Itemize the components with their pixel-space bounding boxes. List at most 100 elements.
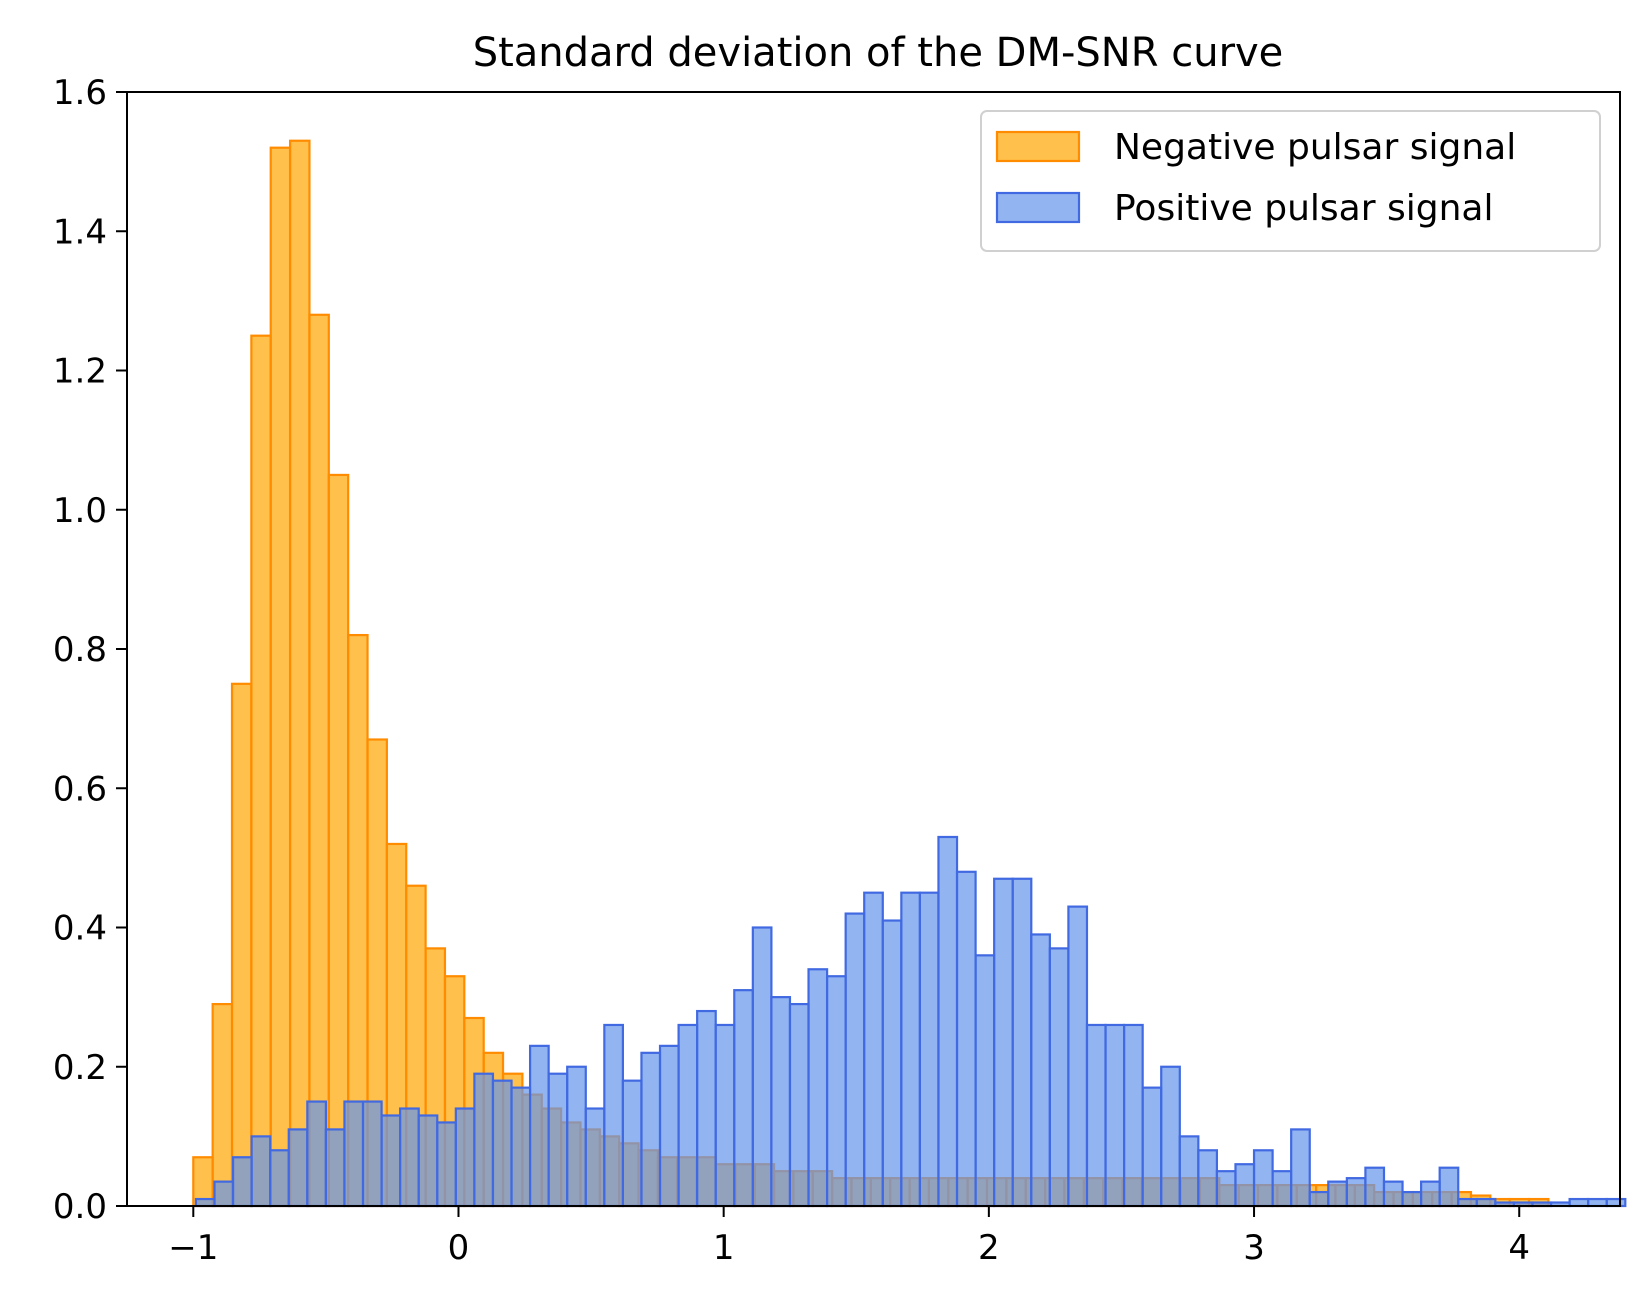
histogram-bar (250, 1135, 272, 1208)
histogram-bar (361, 1100, 383, 1208)
x-tick-label: 0 (448, 1228, 470, 1268)
histogram-bar (955, 870, 977, 1208)
histogram-bar (807, 968, 829, 1208)
histogram-bar (510, 1086, 532, 1208)
x-tick-label: −1 (168, 1228, 218, 1268)
histogram-bar (454, 1107, 476, 1208)
y-tick-label: 1.0 (53, 491, 107, 531)
histogram-bar (250, 334, 272, 1208)
x-tick-label: 2 (978, 1228, 1000, 1268)
histogram-bar (825, 975, 847, 1208)
histogram-bar (566, 1065, 587, 1208)
histogram-bar (230, 682, 253, 1208)
histogram-bar (1587, 1197, 1608, 1208)
histogram-bar (1085, 1023, 1107, 1208)
x-tick-label: 1 (713, 1228, 735, 1268)
histogram-bar (1197, 1149, 1219, 1208)
y-tick-label: 0.0 (53, 1187, 107, 1227)
histogram-bar (1605, 1197, 1627, 1208)
histogram-bar (918, 891, 940, 1208)
histogram-bar (993, 877, 1014, 1208)
histogram-bar (269, 146, 292, 1208)
histogram-bar (733, 989, 754, 1208)
histogram-bar (308, 313, 330, 1208)
axes-layer: −1 0 1 2 3 4 0.0 0.2 0.4 0.6 0.8 1.0 1.2 1.4 1.6 (53, 73, 1621, 1268)
histogram-bar (269, 1149, 290, 1208)
histogram-bar (658, 1044, 680, 1208)
legend-swatch-positive (995, 191, 1081, 224)
histogram-bar (1568, 1197, 1590, 1208)
histogram-bar (770, 996, 792, 1208)
y-tick-label: 0.8 (53, 630, 107, 670)
histogram-bar (491, 1079, 513, 1208)
histogram-bar (1178, 1135, 1200, 1208)
y-tick-label: 0.4 (53, 909, 107, 949)
histogram-bar (696, 1009, 717, 1208)
y-tick-label: 1.6 (53, 73, 107, 113)
histogram-bar (1234, 1163, 1256, 1208)
legend-label-positive: Positive pulsar signal (1114, 188, 1493, 229)
histogram-bar (306, 1100, 327, 1208)
histogram-bar (788, 1002, 810, 1208)
histogram-bar (640, 1051, 662, 1208)
histogram-bar (937, 835, 959, 1208)
histogram-bar (380, 1114, 402, 1208)
histogram-bar (1420, 1180, 1441, 1208)
x-tick-label: 3 (1243, 1228, 1265, 1268)
chart-title: Standard deviation of the DM-SNR curve (473, 30, 1284, 76)
histogram-bar (714, 1023, 736, 1208)
histogram-bar (1215, 1170, 1237, 1208)
series-positive-bars (194, 835, 1627, 1208)
x-tick-label: 4 (1508, 1228, 1530, 1268)
histogram-bar (844, 912, 866, 1208)
histogram-bar (1364, 1166, 1386, 1208)
legend: Negative pulsar signal Positive pulsar si… (980, 110, 1601, 252)
histogram-bar (547, 1072, 569, 1208)
histogram-bar (974, 954, 996, 1208)
histogram-bar (417, 1114, 439, 1208)
histogram-bar (194, 1197, 216, 1208)
histogram-bar (1290, 1128, 1311, 1208)
histogram-bar (881, 919, 903, 1208)
histogram-bar (621, 1079, 643, 1208)
histogram-bar (231, 1156, 253, 1208)
histogram-bar (211, 1002, 234, 1208)
histogram-bar (473, 1072, 495, 1208)
histogram-bar (900, 891, 922, 1208)
histogram-bar (677, 1023, 699, 1208)
histogram-bar (1104, 1023, 1126, 1208)
histogram-bar (751, 926, 773, 1208)
histogram-bar (327, 473, 350, 1208)
histogram-bar (603, 1023, 625, 1208)
histogram-bar (1475, 1197, 1497, 1208)
histogram-bar (1382, 1180, 1404, 1208)
histogram-bar (343, 1100, 365, 1208)
legend-label-negative: Negative pulsar signal (1114, 127, 1516, 168)
histogram-bar (584, 1107, 606, 1208)
histogram-bar (436, 1121, 457, 1208)
legend-box (980, 110, 1601, 252)
y-tick-label: 1.4 (53, 212, 107, 252)
histogram-bar (1067, 905, 1089, 1208)
histogram-bar (1345, 1177, 1367, 1208)
histogram-bar (1271, 1170, 1293, 1208)
histogram-bar (1122, 1023, 1144, 1208)
histogram-bar (1401, 1190, 1423, 1208)
y-tick-label: 1.2 (53, 352, 107, 392)
histogram-bar (1308, 1190, 1330, 1208)
histogram-bar (1457, 1197, 1478, 1208)
histogram-bar (1048, 947, 1070, 1208)
histogram-bar (1160, 1065, 1181, 1208)
histogram-bar (324, 1128, 346, 1208)
y-tick-label: 0.2 (53, 1048, 107, 1088)
histogram-bar (863, 891, 884, 1208)
histogram-bar (528, 1044, 550, 1208)
histogram-bar (288, 139, 311, 1208)
histogram-bar (1252, 1149, 1274, 1208)
histogram-bar (1011, 877, 1033, 1208)
histogram-bar (1438, 1166, 1460, 1208)
histogram-bar (1327, 1180, 1348, 1208)
y-tick-label: 0.6 (53, 769, 107, 809)
